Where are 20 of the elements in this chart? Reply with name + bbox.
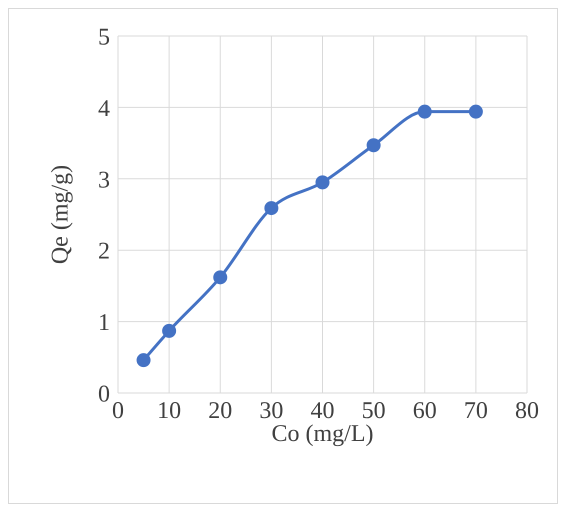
y-tick-label: 1 xyxy=(98,310,110,336)
point xyxy=(468,104,483,119)
point xyxy=(213,270,228,284)
x-tick-label: 60 xyxy=(412,398,437,424)
y-tick-label: 0 xyxy=(98,382,110,408)
point xyxy=(264,201,278,216)
y-tick-label: 5 xyxy=(98,24,110,51)
y-tick-label: 3 xyxy=(98,167,110,194)
x-tick-label: 20 xyxy=(208,398,232,424)
x-tick-label: 70 xyxy=(464,398,488,424)
point xyxy=(162,324,176,338)
y-axis-title: Qe (mg/g) xyxy=(48,164,74,264)
x-tick-label: 80 xyxy=(515,398,539,424)
y-tick-label: 2 xyxy=(98,238,110,265)
point xyxy=(418,104,432,119)
x-tick-label: 10 xyxy=(157,398,182,424)
point xyxy=(136,353,151,368)
point xyxy=(366,138,381,152)
y-tick-label: 4 xyxy=(98,96,110,122)
point xyxy=(316,175,330,190)
